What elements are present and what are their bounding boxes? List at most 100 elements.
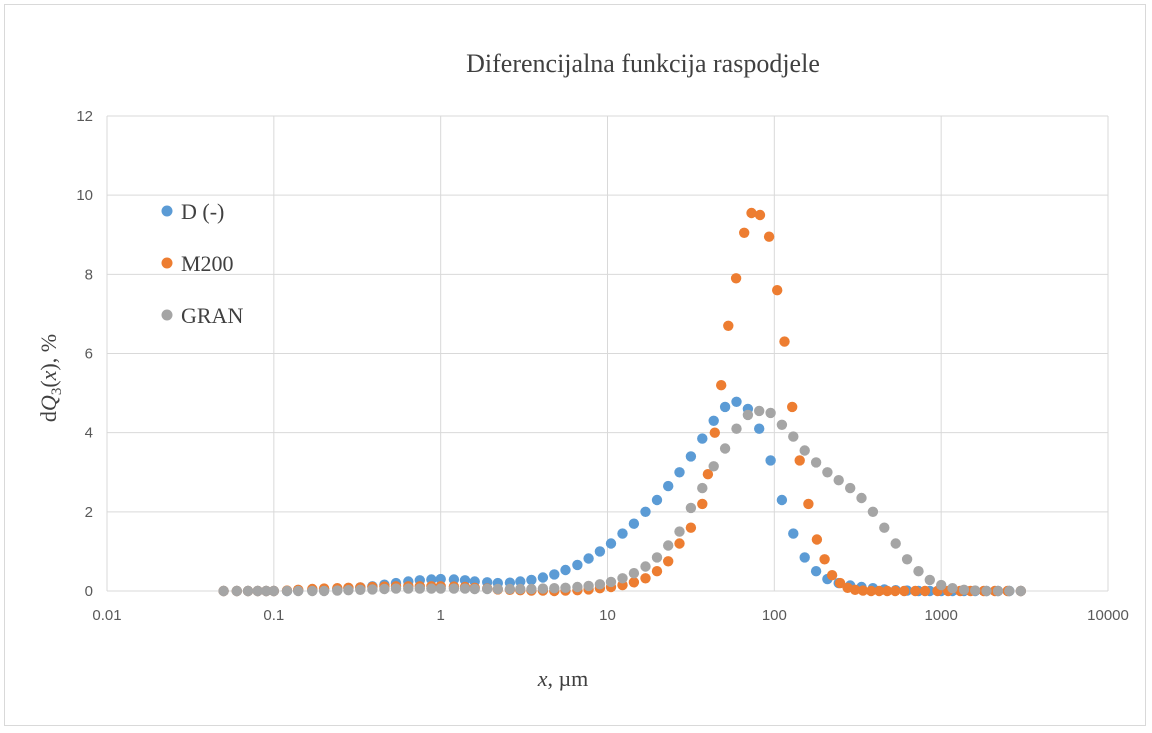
data-point bbox=[826, 570, 838, 581]
data-point bbox=[482, 583, 493, 595]
data-point bbox=[640, 561, 651, 572]
data-point bbox=[899, 585, 910, 597]
data-point bbox=[716, 380, 727, 391]
x-tick-label: 100 bbox=[762, 607, 787, 624]
data-point bbox=[810, 566, 822, 577]
data-point bbox=[685, 451, 697, 462]
data-point bbox=[772, 285, 783, 296]
data-point bbox=[628, 568, 640, 579]
data-point bbox=[788, 431, 799, 442]
data-point bbox=[640, 506, 651, 517]
data-point bbox=[594, 546, 606, 557]
x-tick-label: 1000 bbox=[924, 607, 957, 624]
y-axis-label-close: ) bbox=[36, 363, 61, 370]
data-point bbox=[924, 574, 935, 586]
data-point bbox=[268, 585, 279, 597]
legend-marker bbox=[161, 257, 173, 269]
y-axis-label-sub: 3 bbox=[49, 388, 65, 396]
data-point bbox=[970, 585, 981, 596]
data-point bbox=[794, 455, 805, 466]
data-point bbox=[663, 480, 674, 492]
data-point bbox=[307, 585, 318, 597]
data-point bbox=[822, 467, 833, 478]
series-layer bbox=[218, 207, 1026, 597]
y-tick-label: 0 bbox=[85, 583, 93, 600]
data-point bbox=[845, 482, 856, 494]
data-point bbox=[674, 526, 685, 537]
data-point bbox=[379, 583, 390, 595]
data-point bbox=[318, 585, 330, 597]
data-point bbox=[674, 467, 685, 478]
data-point bbox=[754, 405, 765, 417]
data-point bbox=[605, 576, 617, 588]
data-point bbox=[414, 583, 425, 594]
data-point bbox=[890, 538, 901, 549]
data-point bbox=[515, 583, 526, 595]
data-point bbox=[526, 583, 537, 595]
data-point bbox=[628, 518, 640, 529]
data-point bbox=[787, 401, 798, 413]
data-point bbox=[594, 579, 606, 590]
data-point bbox=[919, 585, 931, 597]
grid-layer bbox=[106, 115, 1109, 592]
data-point bbox=[803, 498, 814, 510]
data-point bbox=[708, 461, 719, 472]
y-tick-label: 6 bbox=[85, 346, 93, 363]
data-point bbox=[833, 475, 844, 486]
data-point bbox=[776, 419, 788, 430]
data-point bbox=[549, 569, 560, 580]
data-point bbox=[492, 583, 503, 595]
data-point bbox=[754, 209, 766, 221]
data-point bbox=[742, 409, 754, 421]
data-point bbox=[779, 336, 790, 347]
data-point bbox=[367, 584, 378, 595]
x-tick-label: 10000 bbox=[1087, 607, 1129, 624]
y-axis-label-prefix: d bbox=[36, 411, 61, 422]
chart-title: Diferencijalna funkcija raspodjele bbox=[466, 49, 820, 78]
data-point bbox=[355, 584, 366, 595]
data-point bbox=[261, 585, 272, 597]
data-point bbox=[811, 534, 823, 545]
y-axis-label-open: ( bbox=[36, 380, 61, 387]
data-point bbox=[992, 585, 1004, 597]
y-tick-label: 10 bbox=[76, 187, 93, 204]
data-point bbox=[537, 572, 549, 583]
y-axis-label: dQ3(x), % bbox=[36, 334, 65, 422]
data-point bbox=[651, 494, 663, 506]
data-point bbox=[765, 407, 776, 419]
legend-marker bbox=[161, 205, 173, 217]
data-point bbox=[252, 585, 263, 597]
y-tick-labels: 0 2 4 6 8 10 12 bbox=[76, 108, 93, 600]
data-point bbox=[435, 583, 446, 594]
y-tick-label: 12 bbox=[76, 108, 93, 125]
data-point bbox=[697, 433, 708, 444]
data-point bbox=[913, 566, 924, 577]
data-point bbox=[731, 396, 742, 407]
data-point bbox=[834, 577, 846, 589]
x-tick-label: 10 bbox=[599, 607, 616, 624]
data-point bbox=[981, 585, 992, 597]
data-point bbox=[1004, 585, 1015, 597]
data-point bbox=[448, 583, 460, 594]
series-0 bbox=[218, 396, 1026, 597]
chart-frame bbox=[4, 4, 1146, 726]
data-point bbox=[390, 583, 402, 594]
data-point bbox=[293, 585, 304, 597]
data-point bbox=[702, 469, 714, 480]
data-point bbox=[799, 552, 810, 563]
data-point bbox=[628, 577, 640, 588]
y-axis-label-x: x bbox=[36, 370, 61, 381]
y-tick-label: 8 bbox=[85, 266, 93, 283]
legend: D (-) M200 GRAN bbox=[161, 199, 243, 328]
data-point bbox=[810, 457, 822, 468]
data-point bbox=[572, 581, 583, 593]
data-point bbox=[242, 585, 254, 597]
y-tick-label: 2 bbox=[85, 504, 93, 521]
data-point bbox=[281, 585, 293, 597]
data-point bbox=[754, 423, 765, 434]
x-tick-labels: 0.01 0.1 1 10 100 1000 10000 bbox=[92, 607, 1128, 624]
data-point bbox=[739, 227, 750, 238]
data-point bbox=[537, 583, 549, 594]
data-point bbox=[504, 583, 516, 595]
data-point bbox=[218, 585, 229, 597]
